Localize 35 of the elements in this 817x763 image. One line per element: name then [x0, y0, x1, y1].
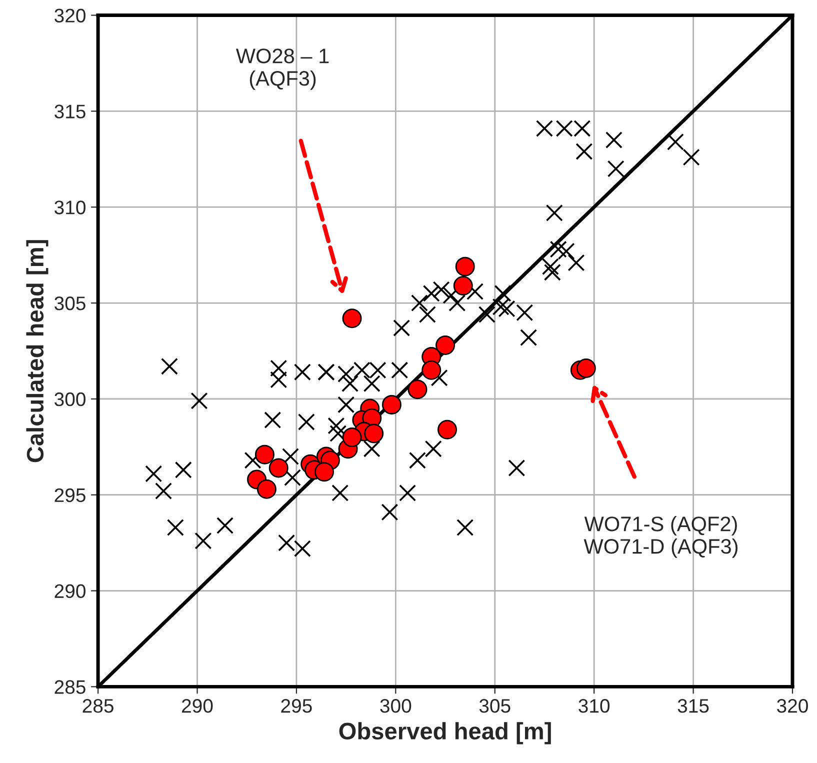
x-tick-label: 315	[678, 699, 709, 713]
y-tick-label: 320	[54, 8, 86, 22]
y-tick-label: 290	[54, 584, 86, 598]
annotation: WO28 – 1 (AQF3)	[236, 48, 329, 90]
point	[364, 424, 384, 444]
y-tick-label: 310	[54, 200, 86, 214]
x-tick-label: 300	[380, 699, 412, 713]
x-axis-title: Observed head [m]	[339, 722, 551, 744]
y-tick-label: 295	[54, 488, 86, 502]
annotation: WO71-S (AQF2) WO71-D (AQF3)	[584, 516, 738, 558]
x-tick-label: 305	[479, 699, 510, 713]
y-tick-label: 300	[54, 392, 86, 406]
point	[256, 479, 276, 499]
y-tick-label: 305	[54, 296, 86, 310]
y-axis-title: Calculated head [m]	[26, 240, 48, 462]
point	[422, 360, 442, 380]
x-tick-label: 320	[777, 699, 808, 713]
point	[314, 462, 334, 482]
x-tick-label: 290	[182, 699, 213, 713]
y-tick-label: 315	[54, 104, 86, 118]
point	[436, 335, 456, 355]
point	[455, 256, 475, 276]
x-tick-label: 295	[281, 699, 312, 713]
point	[438, 420, 457, 440]
y-tick-label: 285	[54, 680, 86, 694]
point	[453, 276, 473, 296]
point	[382, 394, 402, 414]
point	[408, 380, 428, 400]
point	[342, 308, 362, 328]
point	[576, 358, 596, 378]
x-tick-label: 310	[578, 699, 610, 713]
x-tick-label: 285	[82, 699, 114, 713]
point	[254, 444, 274, 464]
point	[268, 458, 288, 478]
point	[342, 428, 362, 448]
